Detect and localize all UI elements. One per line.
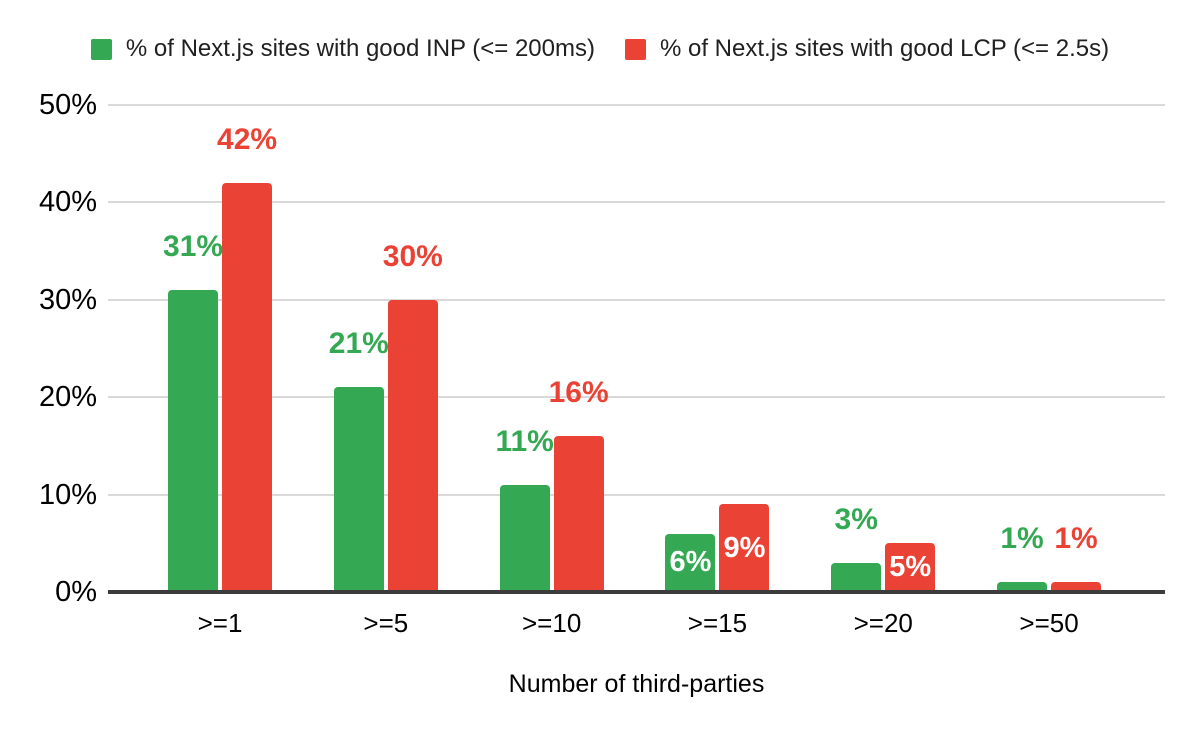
bar-slot: 5%: [885, 105, 936, 592]
x-axis-label: >=1: [197, 608, 243, 638]
y-axis-label: 0%: [55, 576, 97, 608]
legend-item-lcp: % of Next.js sites with good LCP (<= 2.5…: [624, 35, 1110, 62]
x-axis-title: Number of third-parties: [508, 670, 765, 698]
bar-slot: 21%: [329, 105, 389, 592]
category-group: 6% 9% >=15: [665, 105, 770, 636]
inp-legend-swatch: [90, 38, 112, 60]
gridline: [108, 201, 1165, 204]
category-group: 11% 16% >=10: [495, 105, 609, 636]
bar-inp: [831, 562, 882, 592]
bar-value-label-inside: 9%: [723, 531, 766, 564]
legend-label: % of Next.js sites with good INP (<= 200…: [125, 35, 595, 62]
category-group: 31% 42% >=1: [163, 105, 277, 636]
bar-slot: 30%: [383, 105, 443, 592]
legend-item-inp: % of Next.js sites with good INP (<= 200…: [90, 35, 595, 62]
category-group: 1% 1% >=50: [997, 105, 1102, 636]
bar-slot: 1%: [997, 105, 1048, 592]
gridline: [108, 493, 1165, 496]
bar-value-label-inside: 5%: [889, 551, 932, 584]
bar-slot: 6%: [665, 105, 716, 592]
bar-value-label: 11%: [495, 424, 554, 458]
y-axis-label: 40%: [38, 186, 97, 219]
bar-slot: 31%: [163, 105, 223, 592]
x-axis-label: >=15: [687, 608, 748, 638]
bar-value-label: 3%: [834, 502, 878, 536]
bar-slot: 42%: [217, 105, 277, 592]
lcp-legend-swatch: [624, 38, 646, 60]
x-axis-label: >=10: [521, 608, 582, 638]
x-axis-label: >=20: [853, 608, 913, 638]
gridline: [108, 298, 1165, 301]
bar-slot: 11%: [495, 105, 554, 592]
bar-value-label: 21%: [328, 327, 389, 361]
category-group: 3% 5% >=20: [831, 105, 936, 636]
y-axis-label: 30%: [38, 283, 97, 316]
bar-lcp: 9%: [719, 504, 770, 592]
bar-lcp: [222, 182, 273, 592]
bar-inp: [499, 484, 550, 592]
y-axis-label: 20%: [38, 381, 97, 414]
gridline: [108, 104, 1165, 106]
bar-lcp: [553, 436, 604, 592]
bar-slot: 3%: [831, 105, 882, 592]
bar-slot: 9%: [719, 105, 770, 592]
bar-slot: 16%: [549, 105, 609, 592]
bar-inp: 6%: [665, 533, 716, 592]
bar-value-label: 42%: [217, 122, 278, 156]
bar-lcp: 5%: [885, 543, 936, 592]
bar-value-label-inside: 6%: [669, 546, 712, 579]
bar-inp: [333, 387, 384, 592]
x-axis-label: >=50: [1019, 608, 1079, 638]
legend: % of Next.js sites with good INP (<= 200…: [0, 35, 1200, 62]
bar-value-label: 31%: [163, 230, 224, 264]
y-axis-label: 10%: [38, 478, 97, 511]
bar-inp: [168, 290, 219, 592]
bar-value-label: 1%: [1000, 522, 1044, 556]
x-axis-label: >=5: [363, 608, 409, 638]
bar-lcp: [387, 299, 438, 592]
plot-area: 0% 10% 20% 30% 40% 50% 31% 42% >=1 21% 30% >=5 11% 16…: [39, 90, 1165, 636]
x-axis-baseline: [108, 590, 1165, 594]
y-axis-label: 50%: [38, 89, 97, 121]
gridline: [108, 396, 1165, 399]
bar-value-label: 16%: [548, 376, 609, 410]
bar-slot: 1%: [1051, 105, 1102, 592]
bar-lcp: [1051, 582, 1102, 592]
bar-value-label: 1%: [1054, 522, 1098, 556]
bar-inp: [997, 582, 1048, 592]
legend-label: % of Next.js sites with good LCP (<= 2.5…: [659, 35, 1110, 62]
category-group: 21% 30% >=5: [329, 105, 443, 636]
bar-value-label: 30%: [382, 239, 443, 273]
